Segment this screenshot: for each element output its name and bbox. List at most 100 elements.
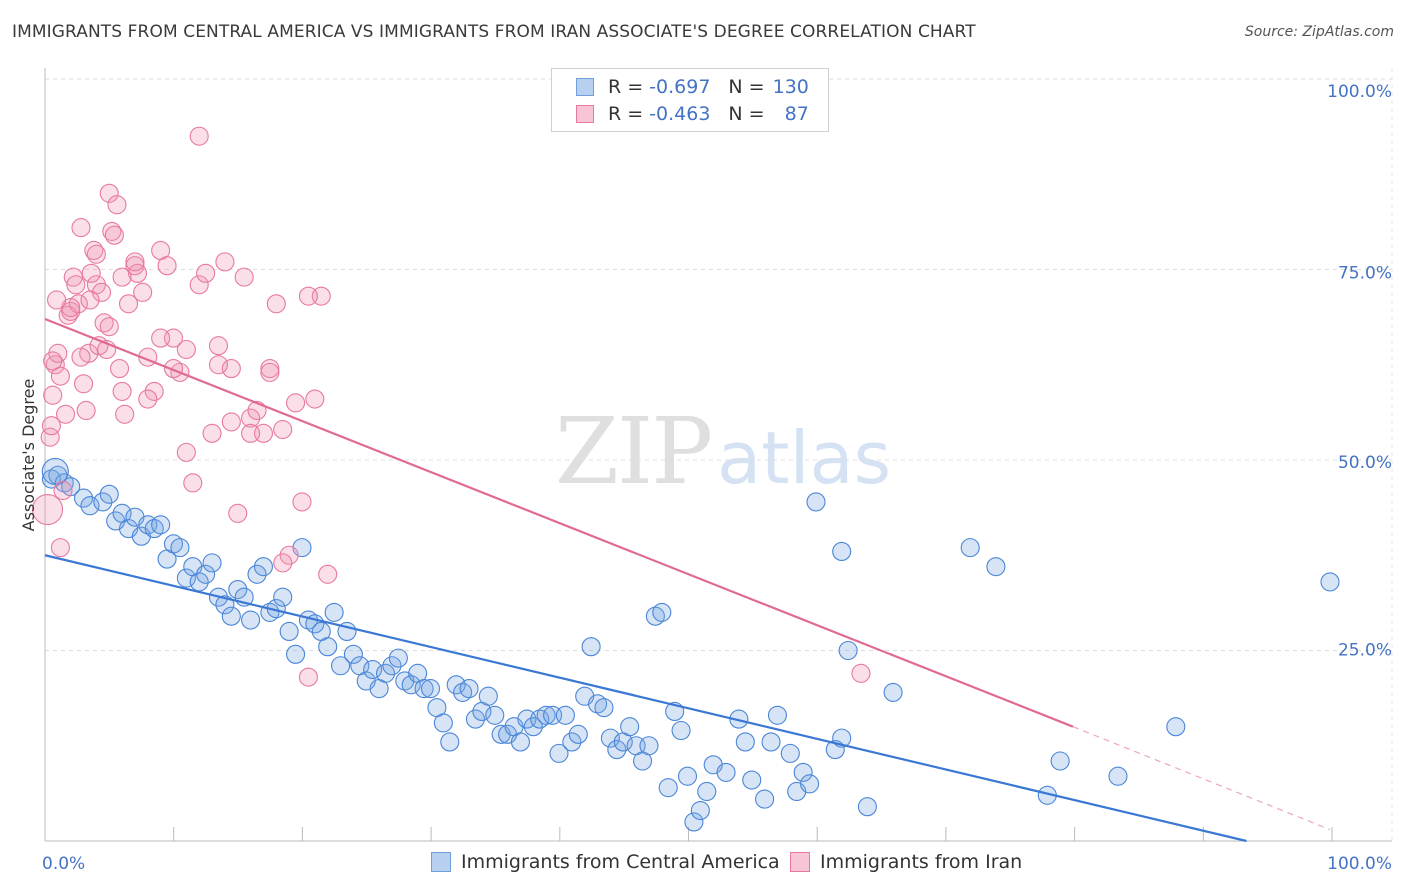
data-point xyxy=(298,286,318,306)
data-point xyxy=(851,663,871,683)
legend-swatch-blue xyxy=(576,78,594,96)
data-point xyxy=(215,252,235,272)
legend-r-label: R = xyxy=(608,103,644,125)
data-point xyxy=(305,389,325,409)
data-point xyxy=(286,393,306,413)
data-point xyxy=(594,698,614,718)
data-point xyxy=(755,789,775,809)
data-point xyxy=(32,493,64,526)
data-point xyxy=(857,797,877,817)
data-point xyxy=(388,648,408,668)
data-point xyxy=(176,339,196,360)
legend-item-central-america[interactable]: Immigrants from Central America xyxy=(431,851,780,873)
legend-row-iran: R = -0.463 N = 87 xyxy=(576,101,809,127)
data-point xyxy=(71,218,91,238)
data-point xyxy=(273,419,293,440)
data-point xyxy=(318,637,338,657)
trendlines xyxy=(44,318,1331,843)
data-point xyxy=(318,564,338,584)
data-point xyxy=(742,770,762,790)
x-tick-label: 100.0% xyxy=(1327,854,1392,874)
data-point xyxy=(324,602,344,622)
data-point xyxy=(63,267,83,287)
y-tick-label: 75.0% xyxy=(1338,264,1392,284)
series-iran xyxy=(32,126,871,687)
correlation-legend: R = -0.697 N = 130 R = -0.463 N = 87 xyxy=(551,68,829,132)
data-point xyxy=(478,686,498,706)
data-point xyxy=(735,732,755,752)
legend-r-value: -0.463 xyxy=(649,103,711,125)
data-point xyxy=(151,515,171,535)
data-point xyxy=(1320,572,1340,592)
data-point xyxy=(234,267,254,287)
legend-row-central-america: R = -0.697 N = 130 xyxy=(576,74,809,100)
data-point xyxy=(767,705,788,725)
data-point xyxy=(273,553,293,573)
data-point xyxy=(215,595,235,615)
data-point xyxy=(241,610,261,630)
data-point xyxy=(183,473,203,493)
data-point xyxy=(144,381,164,401)
series-central-america xyxy=(41,457,1340,832)
data-point xyxy=(260,362,280,382)
data-point xyxy=(81,263,101,283)
data-point xyxy=(273,587,293,607)
data-point xyxy=(684,812,704,832)
data-point xyxy=(375,663,396,683)
data-point xyxy=(620,717,640,737)
data-point xyxy=(330,656,351,676)
legend-item-iran[interactable]: Immigrants from Iran xyxy=(790,851,1022,873)
data-point xyxy=(43,385,63,405)
data-point xyxy=(485,705,505,725)
data-point xyxy=(883,682,903,702)
legend-swatch-pink xyxy=(790,852,810,872)
y-tick-label: 25.0% xyxy=(1338,641,1392,661)
data-point xyxy=(568,724,588,744)
trendline-iran-extension xyxy=(1072,726,1331,831)
data-point xyxy=(279,621,299,642)
legend-swatch-blue xyxy=(431,852,451,872)
data-point xyxy=(433,713,453,733)
trendline-central-america xyxy=(44,554,1247,843)
data-point xyxy=(94,313,114,333)
data-point xyxy=(221,606,241,626)
grid-lines xyxy=(45,68,1393,841)
tick-labels: 25.0% 50.0% 75.0% 100.0% 0.0% 100.0% xyxy=(42,82,1392,874)
data-point xyxy=(47,290,67,310)
data-point xyxy=(716,762,736,782)
data-point xyxy=(71,347,91,367)
data-point xyxy=(286,644,306,664)
data-point xyxy=(112,267,132,287)
data-point xyxy=(838,640,858,661)
data-point xyxy=(1050,751,1070,771)
data-point xyxy=(93,492,113,512)
data-point xyxy=(607,740,627,760)
data-point xyxy=(76,400,96,421)
series-legend: Immigrants from Central America Immigran… xyxy=(0,851,1406,877)
data-point xyxy=(363,659,383,680)
data-point xyxy=(133,282,153,302)
data-point xyxy=(86,244,106,264)
watermark-atlas: atlas xyxy=(717,416,892,500)
data-points xyxy=(32,126,1340,832)
y-tick-label: 100.0% xyxy=(1327,82,1392,102)
data-point xyxy=(800,774,820,794)
data-point xyxy=(253,557,274,577)
data-point xyxy=(279,545,299,565)
legend-n-value: 130 xyxy=(772,76,809,98)
data-point xyxy=(125,252,145,272)
data-point xyxy=(50,538,70,558)
data-point xyxy=(420,679,441,699)
data-point xyxy=(221,359,241,379)
data-point xyxy=(127,263,148,283)
data-point xyxy=(41,416,61,436)
source-credit: Source: ZipAtlas.com xyxy=(1244,24,1394,40)
trendline-iran xyxy=(44,318,1074,728)
data-point xyxy=(697,781,717,802)
data-point xyxy=(53,480,73,501)
data-point xyxy=(401,675,421,695)
data-point xyxy=(115,404,135,424)
data-point xyxy=(157,256,177,276)
data-point xyxy=(266,294,286,314)
data-point xyxy=(104,225,124,245)
